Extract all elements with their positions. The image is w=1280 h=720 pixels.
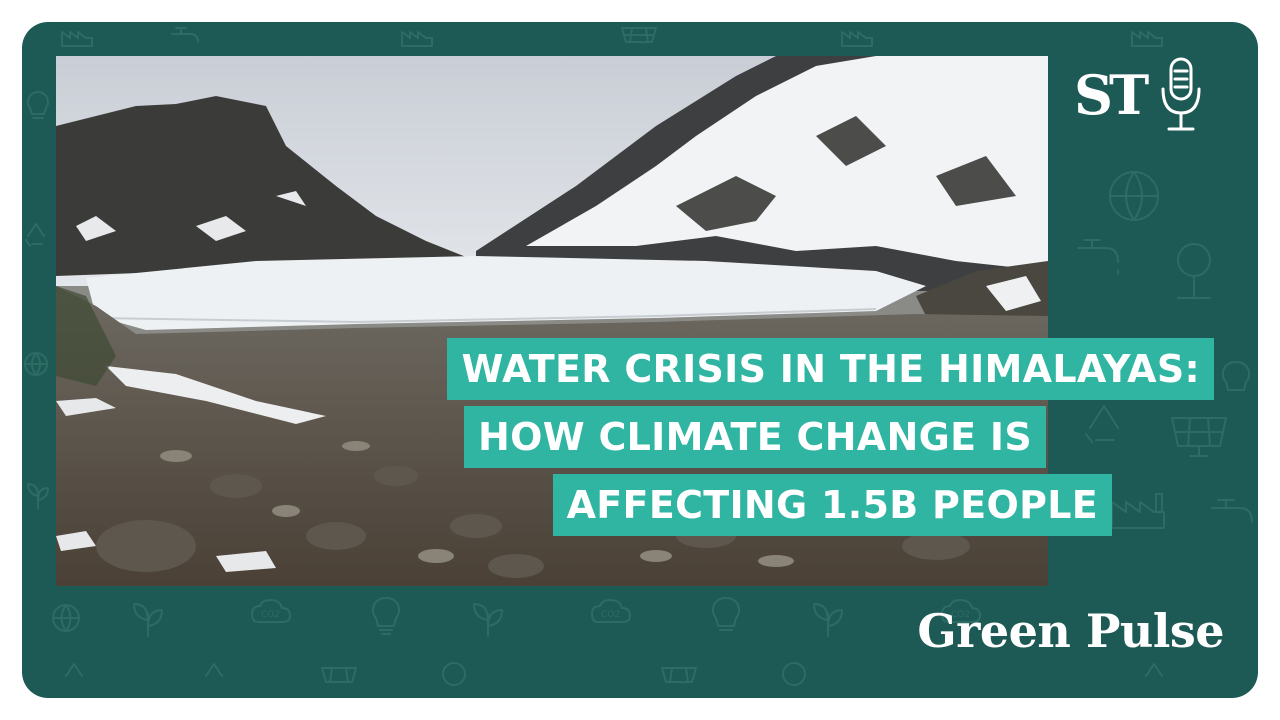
recycle-icon	[25, 223, 45, 247]
recycle-icon	[1145, 663, 1163, 677]
recycle-icon	[1085, 405, 1119, 443]
globe-icon	[782, 662, 806, 686]
plant-icon	[27, 483, 49, 509]
plant-icon	[473, 603, 503, 637]
lightbulb-icon	[27, 91, 49, 119]
co2-icon: CO2	[591, 599, 631, 623]
globe-icon	[52, 604, 80, 632]
headline-line-2: HOW CLIMATE CHANGE IS	[464, 406, 1046, 468]
microphone-icon	[1161, 57, 1201, 131]
thumbnail-card: CO2 CO2 CO2	[22, 22, 1258, 698]
solar-panel-icon	[1171, 417, 1227, 457]
plant-icon	[133, 603, 163, 637]
lightbulb-icon	[711, 596, 741, 631]
solar-panel-icon	[661, 667, 697, 683]
st-logo-text: ST	[1074, 63, 1149, 127]
show-name: Green Pulse	[917, 604, 1224, 658]
plant-icon	[813, 603, 843, 637]
recycle-icon	[65, 663, 83, 677]
lightbulb-icon	[371, 596, 401, 635]
solar-panel-icon	[321, 667, 357, 683]
svg-text:CO2: CO2	[261, 610, 280, 620]
headline: WATER CRISIS IN THE HIMALAYAS: HOW CLIMA…	[314, 338, 1214, 542]
globe-icon	[24, 352, 48, 376]
lightbulb-icon	[1221, 360, 1251, 391]
co2-icon: CO2	[941, 599, 981, 623]
water-tap-icon	[171, 27, 199, 43]
svg-text:CO2: CO2	[601, 610, 620, 620]
svg-text:CO2: CO2	[951, 610, 970, 620]
headline-line-1: WATER CRISIS IN THE HIMALAYAS:	[447, 338, 1214, 400]
tree-icon	[1177, 243, 1211, 299]
water-tap-icon	[1077, 239, 1119, 275]
solar-panel-icon	[621, 27, 657, 43]
factory-icon	[841, 31, 873, 47]
co2-icon: CO2	[251, 599, 291, 623]
globe-icon	[1109, 171, 1159, 221]
st-podcast-logo: ST	[1074, 52, 1203, 138]
water-tap-icon	[1211, 499, 1253, 523]
factory-icon	[401, 31, 433, 47]
globe-icon	[442, 662, 466, 686]
recycle-icon	[205, 663, 223, 677]
eco-pattern-background: CO2 CO2 CO2	[24, 27, 1253, 686]
factory-icon	[61, 31, 93, 47]
factory-icon	[1111, 493, 1165, 529]
headline-line-3: AFFECTING 1.5B PEOPLE	[552, 474, 1112, 536]
factory-icon	[1131, 31, 1163, 47]
